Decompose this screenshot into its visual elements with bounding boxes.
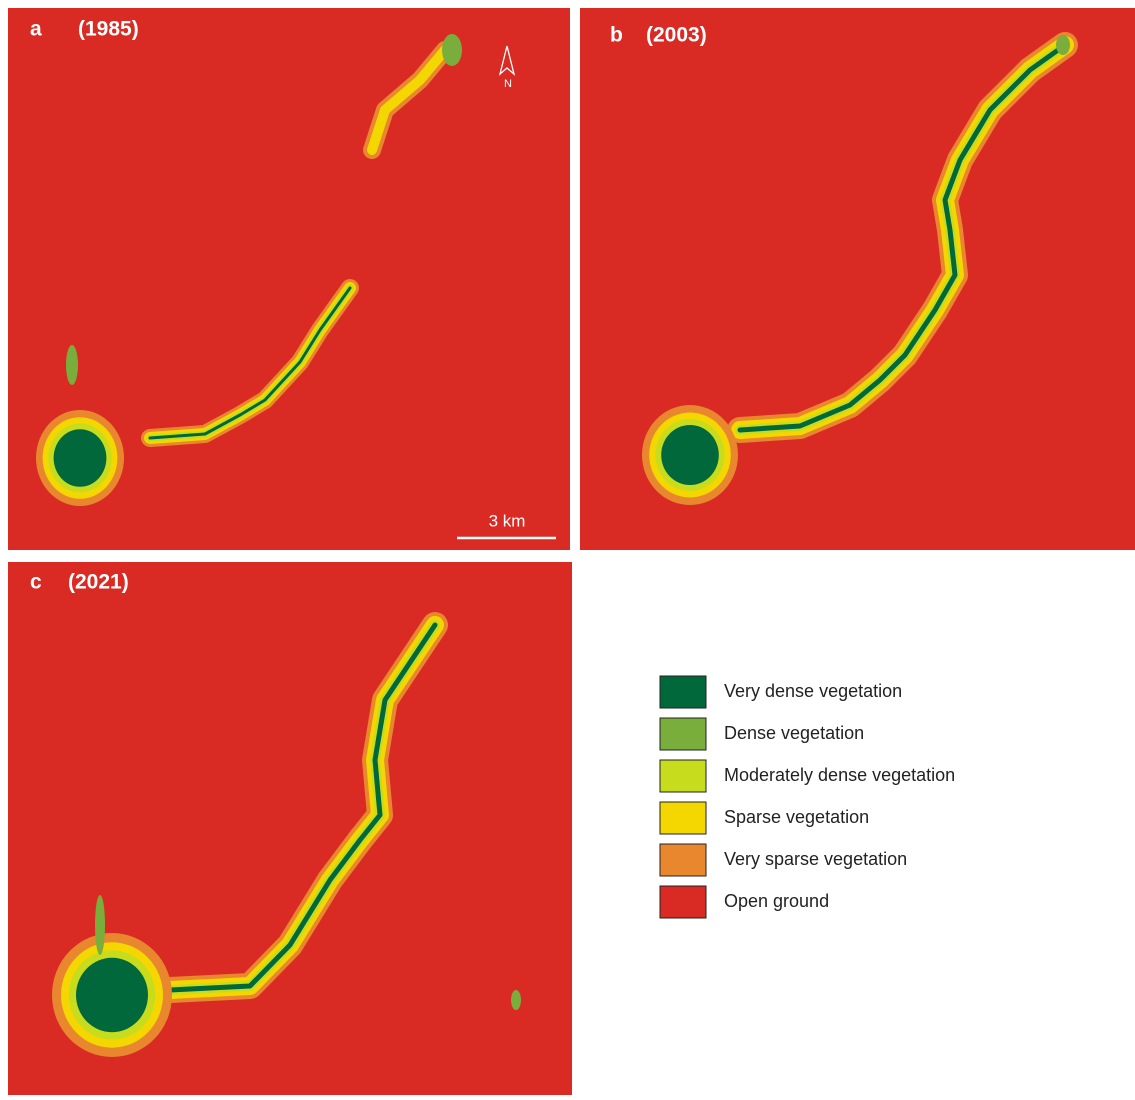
panel-letter: c [30,571,42,594]
vegetation-patch [442,34,462,66]
vegetation-patch [661,425,719,485]
figure: a (1985) b (2003) c (2021) 3 km N Very d… [0,0,1135,1095]
legend-swatch [660,718,706,750]
legend-swatch [660,760,706,792]
vegetation-patch [76,958,148,1032]
legend-label: Sparse vegetation [724,807,869,827]
legend-swatch [660,844,706,876]
legend-swatch [660,802,706,834]
panel-year: (2021) [68,571,129,594]
vegetation-patch [511,990,521,1010]
panel-year: (1985) [78,18,139,41]
vegetation-patch [1056,35,1070,55]
vegetation-patch [95,895,105,955]
legend: Very dense vegetation Dense vegetation Mod… [660,676,955,918]
panel-letter: b [610,24,623,47]
legend-label: Dense vegetation [724,723,864,743]
legend-label: Open ground [724,891,829,911]
vegetation-patch [66,345,78,385]
legend-swatch [660,886,706,918]
legend-label: Very sparse vegetation [724,849,907,869]
vegetation-patch [54,429,107,487]
legend-swatch [660,676,706,708]
legend-label: Moderately dense vegetation [724,765,955,785]
north-label: N [504,78,512,90]
scale-label: 3 km [489,511,526,530]
legend-label: Very dense vegetation [724,681,902,701]
panel-letter: a [30,18,42,41]
panel-year: (2003) [646,24,707,47]
